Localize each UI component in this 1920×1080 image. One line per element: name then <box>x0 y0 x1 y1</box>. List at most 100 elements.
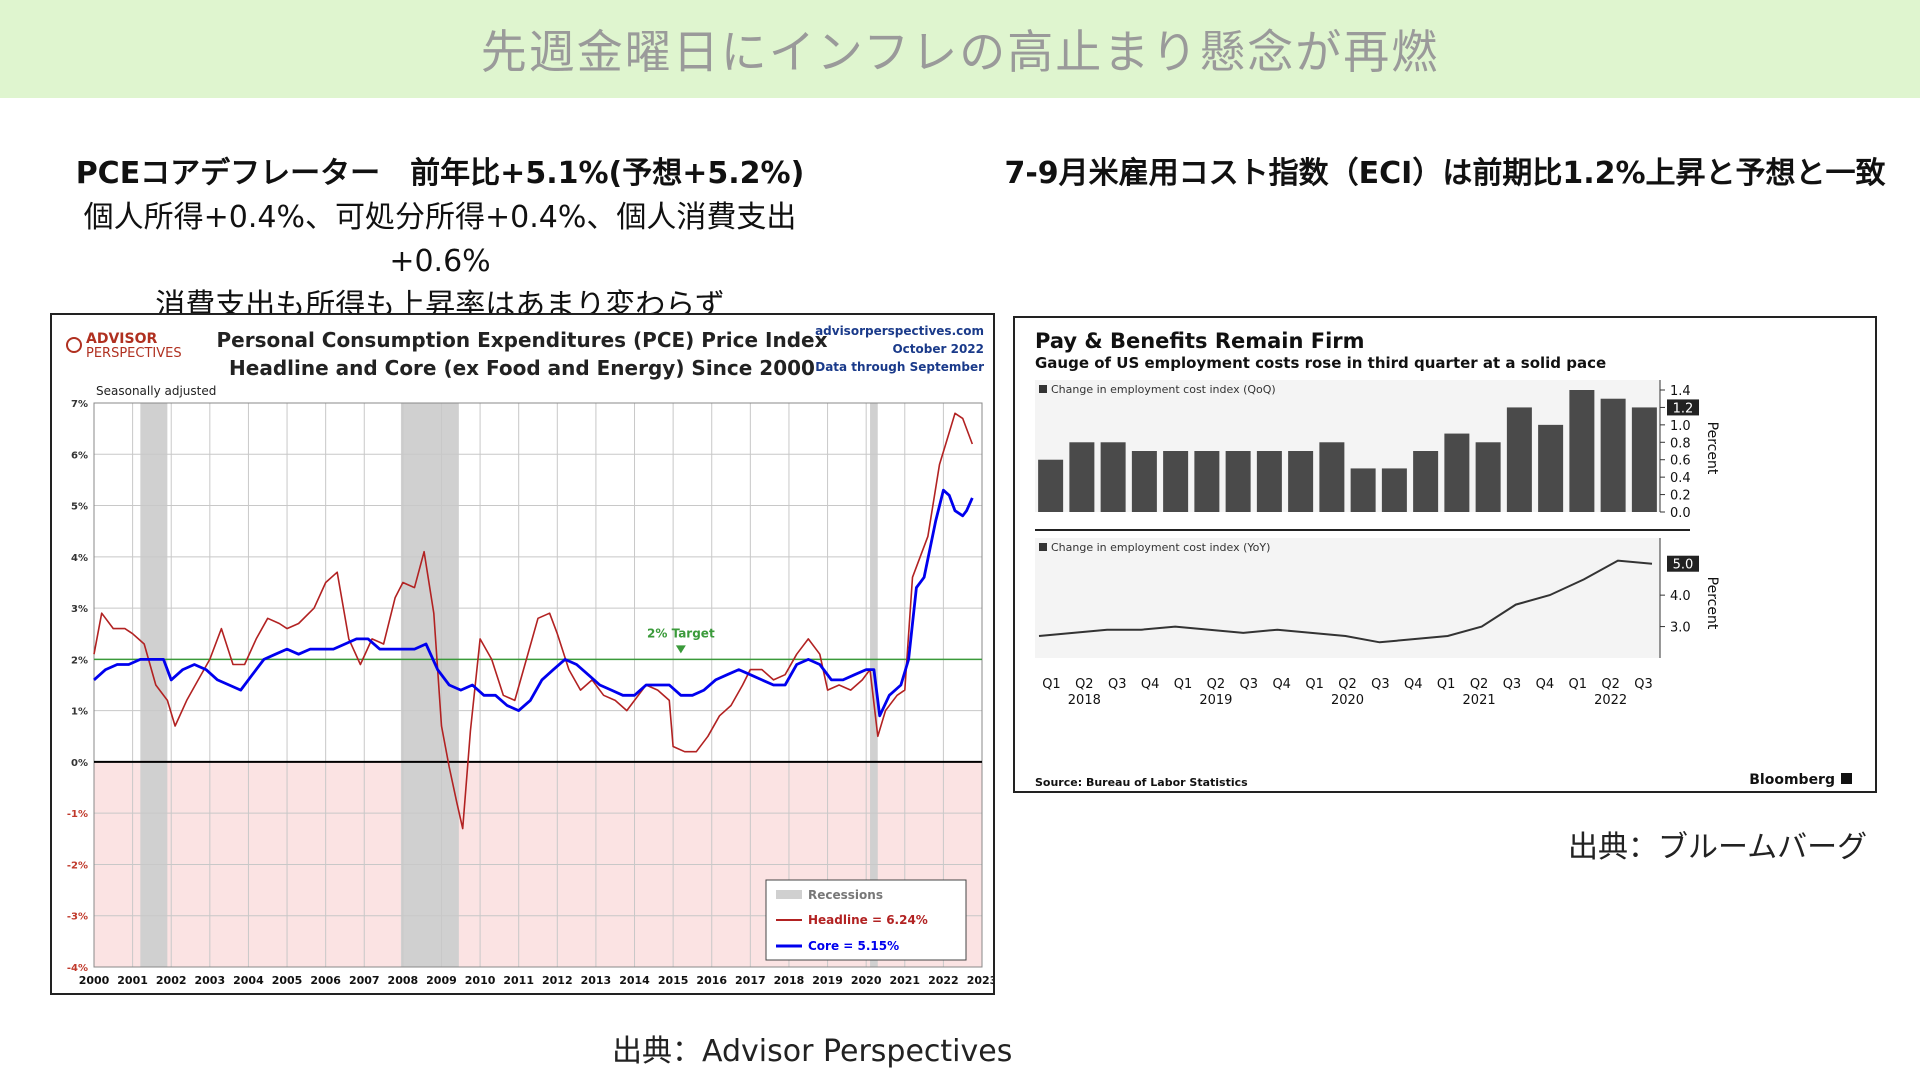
top-legend: Change in employment cost index (QoQ) <box>1051 383 1276 396</box>
eci-chart-panel: Pay & Benefits Remain Firm Gauge of US em… <box>1013 316 1877 793</box>
bottom-last-value-box <box>1667 555 1699 572</box>
eci-subtitle: Gauge of US employment costs rose in thi… <box>1035 354 1606 372</box>
x-tick-label: 2006 <box>310 974 341 987</box>
year-label: 2020 <box>1331 693 1364 708</box>
qoq-bar <box>1319 442 1345 512</box>
quarter-label: Q4 <box>1272 677 1291 692</box>
y-tick-label: -2% <box>67 860 88 871</box>
qoq-bar <box>1069 442 1095 512</box>
x-tick-label: 2022 <box>928 974 959 987</box>
pce-chart-panel: 2% Target 7% 6% 5% 4% 3% 2% 1% 0% -1% -2% -3% -4% 200… <box>50 313 997 995</box>
quarter-label: Q3 <box>1371 677 1390 692</box>
legend-headline: Headline = 6.24% <box>808 913 928 927</box>
right-heading-1: 7-9月米雇用コスト指数（ECI）は前期比1.2%上昇と予想と一致 <box>1004 156 1886 191</box>
x-tick-label: 2013 <box>581 974 612 987</box>
qoq-bar <box>1288 451 1314 512</box>
target-label: 2% Target <box>647 626 715 640</box>
pce-chart: 2% Target7%6%5%4%3%2%1%0%-1%-2%-3%-4%200… <box>66 324 997 987</box>
y-tick-label: 3% <box>71 604 88 615</box>
y-tick-label: 2% <box>71 655 88 666</box>
quarter-label: Q3 <box>1108 677 1127 692</box>
x-tick-label: 2000 <box>79 974 110 987</box>
quarter-label: Q2 <box>1470 677 1489 692</box>
qoq-bar <box>1600 398 1626 512</box>
top-legend-swatch <box>1039 385 1047 393</box>
qoq-bar <box>1194 451 1220 512</box>
quarter-label: Q1 <box>1569 677 1588 692</box>
banner-title: 先週金曜日にインフレの高止まり懸念が再燃 <box>480 25 1440 79</box>
date-label: October 2022 <box>892 342 984 356</box>
bloomberg-icon <box>1841 773 1852 784</box>
bottom-legend-swatch <box>1039 543 1047 551</box>
quarter-label: Q1 <box>1042 677 1061 692</box>
quarter-label: Q3 <box>1240 677 1259 692</box>
recession-band <box>140 403 168 967</box>
x-tick-label: 2015 <box>658 974 689 987</box>
year-label: 2021 <box>1463 693 1496 708</box>
headline-series-line <box>93 412 974 830</box>
x-tick-label: 2021 <box>889 974 920 987</box>
top-last-value-box <box>1667 399 1699 416</box>
year-label: 2018 <box>1068 693 1101 708</box>
qoq-bar <box>1631 407 1657 512</box>
left-heading-2: 個人所得+0.4%、可処分所得+0.4%、個人消費支出+0.6% <box>83 200 797 279</box>
eci-source: Source: Bureau of Labor Statistics <box>1035 776 1248 789</box>
core-series-line <box>93 488 974 718</box>
bottom-tick-label: 3.0 <box>1670 621 1691 636</box>
y-tick-label: 1% <box>71 707 88 718</box>
logo-mark <box>66 337 82 353</box>
top-last-value: 1.2 <box>1673 401 1694 416</box>
y-tick-label: -1% <box>67 809 88 820</box>
bottom-plot-area <box>1035 538 1660 658</box>
plot-frame <box>93 402 983 968</box>
chart-title: Personal Consumption Expenditures (PCE) … <box>216 328 827 352</box>
y-tick-label: -3% <box>67 912 88 923</box>
y-tick-label: 7% <box>71 399 88 410</box>
year-label: 2019 <box>1199 693 1232 708</box>
quarter-label: Q2 <box>1601 677 1620 692</box>
quarter-label: Q4 <box>1536 677 1555 692</box>
top-tick-label: 0.4 <box>1670 471 1691 486</box>
yoy-series-line <box>1038 559 1653 644</box>
qoq-bar <box>1538 424 1564 512</box>
x-tick-label: 2004 <box>233 974 264 987</box>
x-tick-label: 2023 <box>967 974 993 987</box>
target-arrow <box>675 645 686 654</box>
x-tick-label: 2009 <box>426 974 457 987</box>
quarter-label: Q2 <box>1338 677 1357 692</box>
site-label: advisorperspectives.com <box>815 324 984 338</box>
chart-subtitle: Headline and Core (ex Food and Energy) S… <box>229 356 815 380</box>
x-tick-label: 2008 <box>388 974 419 987</box>
x-tick-label: 2020 <box>851 974 882 987</box>
x-tick-label: 2003 <box>195 974 226 987</box>
top-tick-label: 0.0 <box>1670 506 1691 521</box>
legend-core: Core = 5.15% <box>808 939 899 953</box>
bottom-tick-label: 4.0 <box>1670 589 1691 604</box>
quarter-label: Q4 <box>1141 677 1160 692</box>
qoq-bar <box>1444 433 1470 512</box>
qoq-bar <box>1506 407 1532 512</box>
quarter-label: Q1 <box>1174 677 1193 692</box>
top-tick-label: 0.8 <box>1670 436 1691 451</box>
left-source: 出典：Advisor Perspectives <box>612 1034 1013 1069</box>
x-tick-label: 2007 <box>349 974 380 987</box>
right-heading-block: 7-9月米雇用コスト指数（ECI）は前期比1.2%上昇と予想と一致 <box>975 152 1915 196</box>
top-ylabel: Percent <box>1704 422 1720 475</box>
logo-line2: PERSPECTIVES <box>86 346 182 361</box>
legend-recessions: Recessions <box>808 888 883 902</box>
recession-band <box>870 403 878 967</box>
seasonal-note: Seasonally adjusted <box>96 384 216 398</box>
y-tick-label: 6% <box>71 450 88 461</box>
x-tick-label: 2018 <box>774 974 805 987</box>
year-label: 2022 <box>1594 693 1627 708</box>
y-tick-label: -4% <box>67 963 88 974</box>
x-tick-label: 2005 <box>272 974 303 987</box>
qoq-bar <box>1163 451 1189 512</box>
top-tick-label: 1.0 <box>1670 419 1691 434</box>
quarter-label: Q1 <box>1305 677 1324 692</box>
logo-line1: ADVISOR <box>86 331 157 347</box>
x-tick-label: 2001 <box>117 974 148 987</box>
bottom-legend: Change in employment cost index (YoY) <box>1051 541 1270 554</box>
x-tick-label: 2016 <box>696 974 727 987</box>
